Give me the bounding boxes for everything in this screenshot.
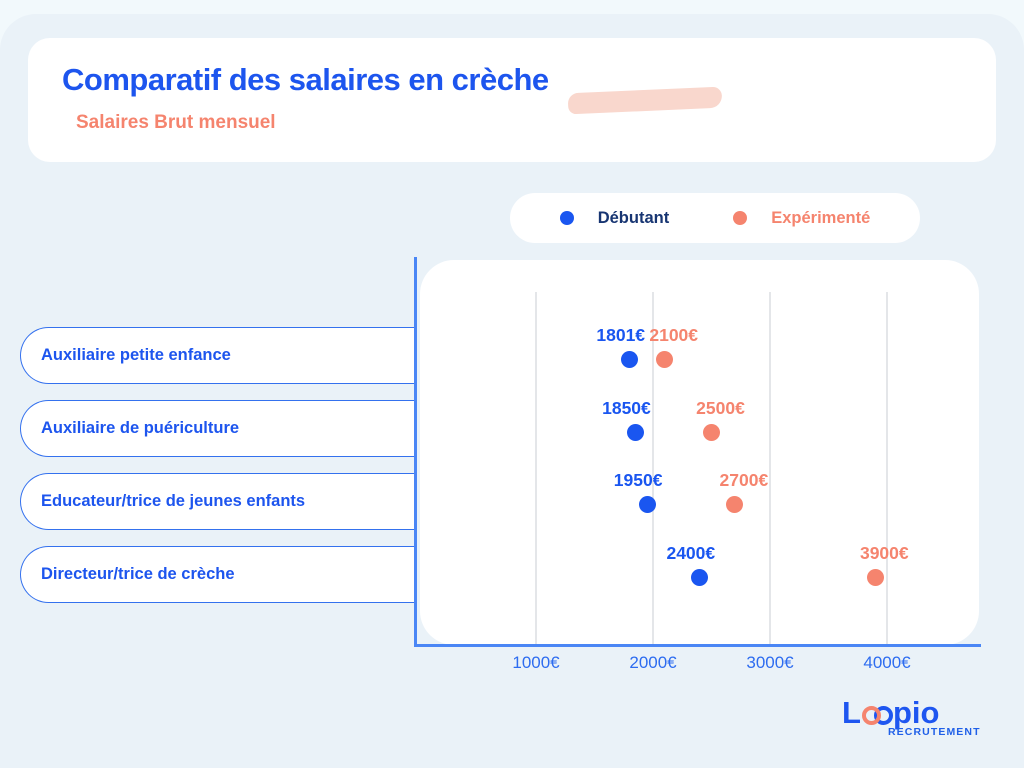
category-pill: Educateur/trice de jeunes enfants [20, 473, 416, 530]
page-title: Comparatif des salaires en crèche [62, 62, 549, 97]
category-pill: Auxiliaire de puériculture [20, 400, 416, 457]
legend-item-experimente: Expérimenté [733, 209, 870, 228]
logo-wordmark: L pio [842, 697, 981, 728]
category-label: Auxiliaire de puériculture [41, 419, 240, 437]
category-label: Educateur/trice de jeunes enfants [41, 492, 306, 510]
data-point-experimente [866, 568, 884, 586]
data-point-label: 1850€ [602, 398, 651, 418]
x-axis-line [414, 644, 981, 647]
data-point-debutant [626, 423, 644, 441]
legend-item-debutant: Débutant [559, 208, 670, 228]
category-label: Directeur/trice de crèche [41, 565, 235, 583]
data-point-label: 2500€ [696, 398, 745, 418]
gridline [535, 292, 537, 645]
data-point-label: 1801€ [596, 325, 646, 345]
loopio-logo: L pio RECRUTEMENT [842, 697, 981, 738]
category-label: Auxiliaire petite enfance [41, 346, 231, 364]
gridline [769, 292, 771, 645]
gridline [886, 292, 888, 645]
data-point-label: 3900€ [859, 543, 909, 563]
data-point-debutant [691, 568, 709, 586]
data-point-debutant [638, 495, 656, 513]
legend-dot-blue-icon [559, 211, 574, 225]
data-point-label: 2400€ [666, 543, 716, 563]
gridline [652, 292, 654, 645]
data-point-label: 2100€ [649, 325, 699, 345]
data-point-experimente [703, 423, 720, 441]
legend-dot-coral-icon [733, 211, 748, 225]
data-point-debutant [621, 350, 639, 368]
page-subtitle: Salaires Brut mensuel [76, 112, 276, 133]
x-axis-tick-label: 1000€ [512, 653, 560, 672]
y-axis-line [414, 257, 417, 647]
logo-ring-coral-icon [861, 706, 881, 725]
logo-letter-l: L [842, 695, 861, 730]
logo-interlocked-rings-icon [861, 706, 893, 725]
x-axis-tick-label: 4000€ [863, 653, 911, 672]
data-point-label: 2700€ [719, 470, 769, 490]
header-card [28, 38, 996, 162]
chart-legend: Débutant Expérimenté [510, 193, 920, 243]
data-point-experimente [656, 350, 674, 368]
logo-letters-pio: pio [892, 695, 940, 730]
category-pill: Directeur/trice de crèche [20, 546, 416, 603]
data-point-experimente [726, 495, 744, 513]
x-axis-tick-label: 3000€ [746, 653, 794, 672]
legend-label: Débutant [597, 208, 670, 227]
data-point-label: 1950€ [613, 470, 663, 490]
chart-plot-area: 1801€ 1850€ 1950€ 2400€ 2100€ 2500€ 2700€ 3900€ [420, 260, 979, 645]
x-axis-tick-label: 2000€ [629, 653, 677, 672]
category-pill: Auxiliaire petite enfance [20, 327, 416, 384]
legend-label: Expérimenté [771, 208, 871, 227]
logo-tagline: RECRUTEMENT [888, 726, 981, 738]
x-axis-tick-labels: 1000€ 2000€ 3000€ 4000€ [420, 653, 979, 677]
